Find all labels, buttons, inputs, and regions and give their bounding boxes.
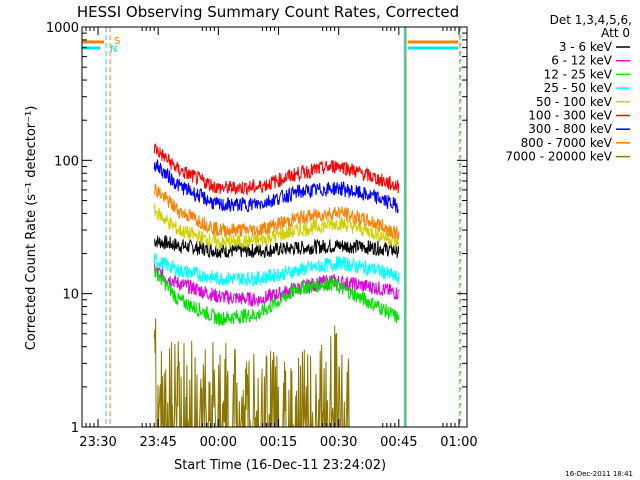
legend-label: 3 - 6 keV: [559, 40, 613, 54]
series-line: [153, 142, 400, 196]
y-axis-label: Corrected Count Rate (s⁻¹ detector⁻¹): [24, 106, 39, 351]
y-tick-label: 10: [62, 288, 79, 303]
legend-label: 25 - 50 keV: [544, 81, 613, 95]
series-line: [153, 253, 400, 287]
series-line: [153, 159, 399, 214]
legend-header-line-2: Att 0: [601, 26, 630, 40]
series-line: [153, 183, 400, 240]
legend-label: 300 - 800 keV: [528, 122, 612, 136]
x-tick-label: 00:45: [380, 435, 417, 450]
series-line: [153, 263, 400, 307]
axes: 23:30 23:45 00:00 00:15 00:30 00:45 01:00 1000 1…: [46, 21, 478, 450]
series-line: [153, 203, 400, 250]
legend-label: 6 - 12 keV: [551, 54, 613, 68]
x-tick-label: 00:30: [320, 435, 357, 450]
x-tick-label: 23:45: [139, 435, 176, 450]
flag-n-label: N: [110, 44, 117, 55]
series-line: [153, 234, 400, 259]
y-tick-label: 1: [71, 421, 79, 436]
series-line: [153, 318, 351, 429]
legend-label: 800 - 7000 keV: [521, 136, 613, 150]
legend-label: 7000 - 20000 keV: [505, 150, 612, 164]
y-tick-label: 100: [54, 154, 79, 169]
x-tick-label: 00:15: [260, 435, 297, 450]
legend-label: 50 - 100 keV: [536, 95, 613, 109]
legend-label: 12 - 25 keV: [544, 67, 613, 81]
x-axis-label: Start Time (16-Dec-11 23:24:02): [174, 458, 386, 473]
flag-markers: SN: [82, 27, 462, 427]
x-tick-label: 01:00: [440, 435, 477, 450]
chart-title: HESSI Observing Summary Count Rates, Cor…: [77, 3, 459, 21]
series-lines: [153, 142, 400, 429]
footer-date-stamp: 16-Dec-2011 18:41: [565, 470, 633, 478]
legend-label: 100 - 300 keV: [528, 109, 612, 123]
x-tick-label: 00:00: [200, 435, 237, 450]
y-tick-label: 1000: [46, 21, 79, 36]
series-line: [153, 266, 400, 326]
x-tick-label: 23:30: [79, 435, 116, 450]
flag-s-label: S: [114, 36, 120, 47]
legend-header-line-1: Det 1,3,4,5,6,: [550, 13, 632, 27]
